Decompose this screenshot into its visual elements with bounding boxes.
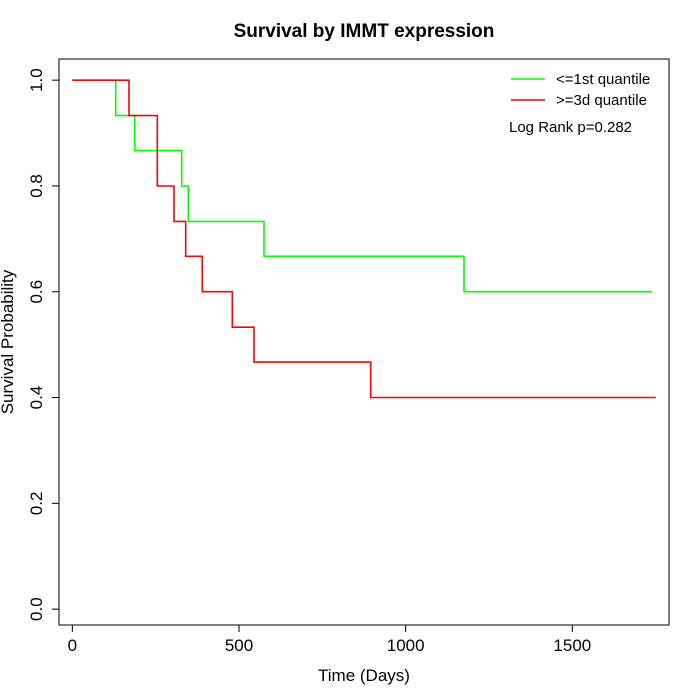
series-layer — [72, 79, 656, 399]
x-tick-label: 0 — [68, 636, 77, 655]
x-axis-label: Time (Days) — [318, 666, 410, 685]
y-tick-label: 0.6 — [27, 280, 46, 304]
chart-title: Survival by IMMT expression — [234, 21, 495, 42]
legend-label-1: >=3d quantile — [556, 92, 647, 109]
y-tick-label: 0.2 — [27, 492, 46, 516]
x-tick-label: 1000 — [387, 636, 425, 655]
y-axis: 0.0 0.2 0.4 0.6 0.8 1.0 — [27, 68, 60, 621]
x-tick-label: 500 — [225, 636, 253, 655]
x-tick-label: 1500 — [553, 636, 591, 655]
y-tick-label: 0.8 — [27, 174, 46, 198]
log-rank-annotation: Log Rank p=0.282 — [509, 119, 632, 136]
y-tick-label: 0.0 — [27, 597, 46, 621]
y-axis-label: Survival Probability — [0, 269, 17, 414]
y-tick-label: 0.4 — [27, 386, 46, 410]
legend: <=1st quantile >=3d quantile — [511, 71, 650, 109]
series-line-0 — [72, 79, 653, 293]
series-line-1 — [72, 79, 656, 399]
y-tick-label: 1.0 — [27, 68, 46, 92]
x-axis: 0 500 1000 1500 — [68, 624, 591, 655]
plot-frame — [58, 58, 670, 626]
legend-label-0: <=1st quantile — [556, 71, 650, 88]
